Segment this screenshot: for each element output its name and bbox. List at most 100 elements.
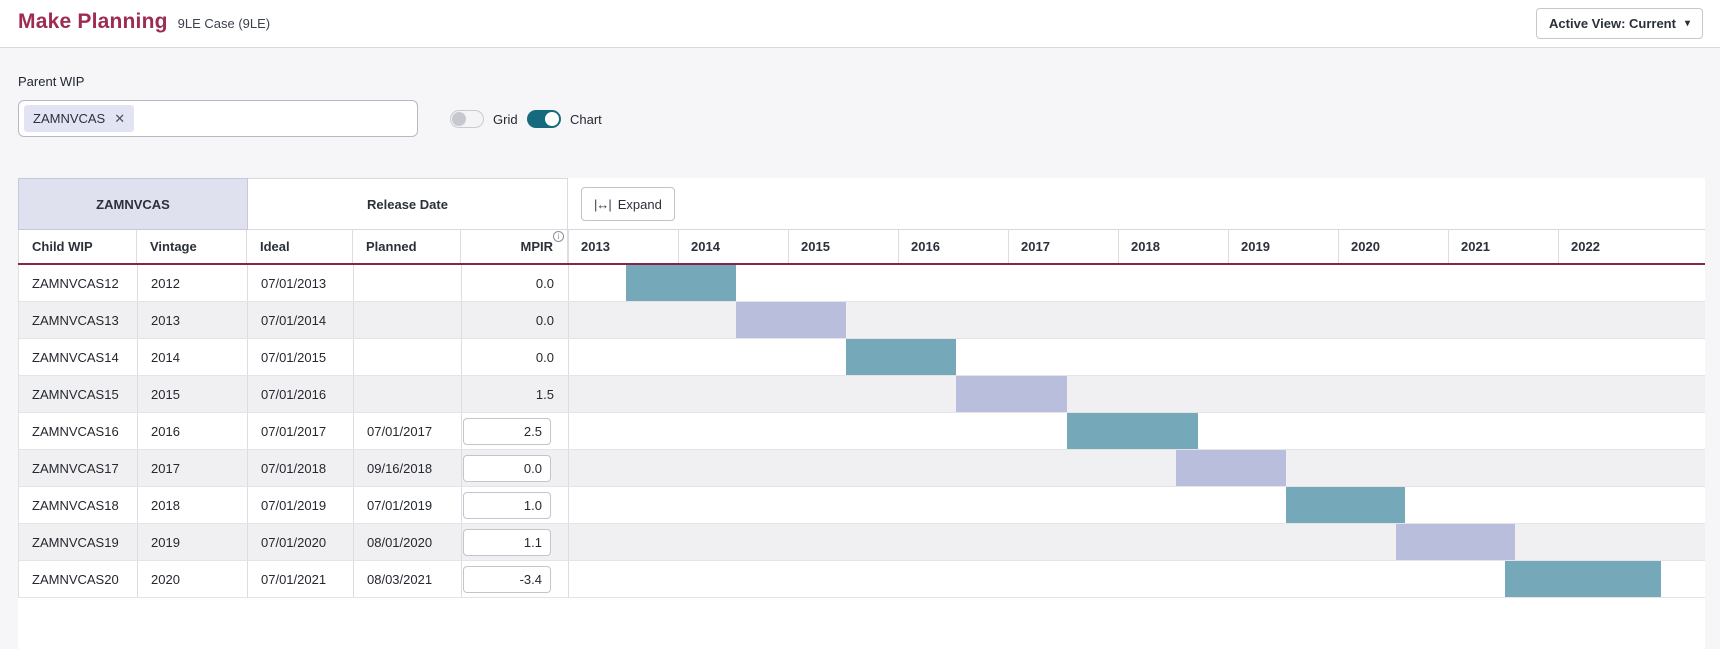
year-header: 2022	[1558, 230, 1668, 263]
vintage-cell: 2012	[138, 265, 248, 301]
mpir-input[interactable]	[463, 565, 551, 593]
gantt-bar[interactable]	[736, 302, 847, 338]
mpir-cell: 0.0	[462, 302, 569, 338]
parent-wip-label: Parent WIP	[18, 74, 85, 89]
grid-toggle-label: Grid	[493, 111, 518, 127]
group-header-row: ZAMNVCAS Release Date |↔| Expand	[18, 178, 1705, 230]
table-row: ZAMNVCAS18 2018 07/01/2019 07/01/2019	[19, 487, 1705, 524]
mpir-input[interactable]	[463, 528, 551, 556]
gantt-bar[interactable]	[846, 339, 957, 375]
year-header: 2019	[1228, 230, 1338, 263]
gantt-bar[interactable]	[956, 376, 1068, 412]
gantt-bar[interactable]	[1176, 450, 1287, 486]
gantt-bar[interactable]	[1067, 413, 1199, 449]
gantt-cell	[569, 487, 1705, 523]
gantt-bar[interactable]	[1286, 487, 1405, 523]
mpir-input[interactable]	[463, 454, 551, 482]
vintage-cell: 2018	[138, 487, 248, 523]
table-row: ZAMNVCAS17 2017 07/01/2018 09/16/2018	[19, 450, 1705, 487]
ideal-date-cell: 07/01/2015	[248, 339, 354, 375]
ideal-date-cell: 07/01/2014	[248, 302, 354, 338]
gantt-bar[interactable]	[1505, 561, 1662, 597]
ideal-date-cell: 07/01/2021	[248, 561, 354, 597]
mpir-input[interactable]	[463, 491, 551, 519]
toggle-knob	[545, 112, 559, 126]
mpir-input[interactable]	[463, 417, 551, 445]
group-header-release-date: Release Date	[248, 178, 568, 230]
col-header-planned: Planned	[353, 230, 461, 263]
vintage-cell: 2014	[138, 339, 248, 375]
mpir-cell	[462, 413, 569, 449]
child-wip-cell: ZAMNVCAS19	[19, 524, 138, 560]
mpir-value: 0.0	[535, 275, 554, 291]
chevron-down-icon: ▾	[1684, 18, 1690, 29]
planned-date-cell: 09/16/2018	[354, 450, 462, 486]
gantt-cell	[569, 339, 1705, 375]
table-row: ZAMNVCAS13 2013 07/01/2014 0.0	[19, 302, 1705, 339]
chart-toggle[interactable]	[527, 110, 561, 128]
year-header: 2020	[1338, 230, 1448, 263]
planned-date-cell	[354, 339, 462, 375]
col-header-mpir: MPIR i	[461, 230, 568, 263]
page-title: Make Planning	[18, 10, 168, 33]
expand-button-label: Expand	[617, 196, 662, 212]
table-rows: ZAMNVCAS12 2012 07/01/2013 0.0 ZAMNVCAS13 201…	[18, 265, 1705, 598]
gantt-bar[interactable]	[626, 265, 737, 301]
year-header: 2018	[1118, 230, 1228, 263]
mpir-cell: 0.0	[462, 339, 569, 375]
planned-date-cell	[354, 376, 462, 412]
mpir-value: 0.0	[535, 312, 554, 328]
expand-width-icon: |↔|	[594, 196, 612, 212]
vintage-cell: 2016	[138, 413, 248, 449]
page-subtitle: 9LE Case (9LE)	[177, 16, 271, 31]
expand-button[interactable]: |↔| Expand	[581, 187, 675, 221]
group-header-parent: ZAMNVCAS	[18, 178, 248, 230]
ideal-date-cell: 07/01/2013	[248, 265, 354, 301]
gantt-bar[interactable]	[1396, 524, 1515, 560]
mpir-cell	[462, 487, 569, 523]
child-wip-cell: ZAMNVCAS14	[19, 339, 138, 375]
vintage-cell: 2015	[138, 376, 248, 412]
gantt-cell	[569, 450, 1705, 486]
planned-date-cell: 08/03/2021	[354, 561, 462, 597]
col-header-ideal: Ideal	[247, 230, 353, 263]
planned-date-cell	[354, 302, 462, 338]
toggle-knob	[452, 112, 466, 126]
child-wip-cell: ZAMNVCAS18	[19, 487, 138, 523]
vintage-cell: 2013	[138, 302, 248, 338]
col-header-child-wip: Child WIP	[18, 230, 137, 263]
grid-toggle[interactable]	[450, 110, 484, 128]
vintage-cell: 2017	[138, 450, 248, 486]
ideal-date-cell: 07/01/2020	[248, 524, 354, 560]
child-wip-cell: ZAMNVCAS15	[19, 376, 138, 412]
year-header: 2021	[1448, 230, 1558, 263]
parent-wip-input[interactable]: ZAMNVCAS ✕	[18, 100, 418, 137]
gantt-cell	[569, 524, 1705, 560]
year-header: 2014	[678, 230, 788, 263]
year-header-row: 2013 2014 2015 2016 2017 2018 2019 2020 2021 2022	[568, 230, 1668, 263]
table-row: ZAMNVCAS19 2019 07/01/2020 08/01/2020	[19, 524, 1705, 561]
ideal-date-cell: 07/01/2016	[248, 376, 354, 412]
info-icon[interactable]: i	[553, 231, 564, 242]
year-header: 2015	[788, 230, 898, 263]
vintage-cell: 2019	[138, 524, 248, 560]
mpir-cell: 1.5	[462, 376, 569, 412]
gantt-cell	[569, 376, 1705, 412]
parent-wip-tag: ZAMNVCAS ✕	[24, 105, 135, 132]
col-header-vintage: Vintage	[137, 230, 247, 263]
planned-date-cell: 07/01/2017	[354, 413, 462, 449]
planned-date-cell	[354, 265, 462, 301]
planned-date-cell: 07/01/2019	[354, 487, 462, 523]
year-header: 2016	[898, 230, 1008, 263]
active-view-dropdown[interactable]: Active View: Current ▾	[1536, 8, 1703, 39]
remove-tag-icon[interactable]: ✕	[114, 111, 126, 126]
table-row: ZAMNVCAS16 2016 07/01/2017 07/01/2017	[19, 413, 1705, 450]
year-header: 2013	[568, 230, 678, 263]
mpir-cell	[462, 561, 569, 597]
parent-wip-tag-label: ZAMNVCAS	[33, 111, 106, 126]
mpir-cell	[462, 524, 569, 560]
child-wip-cell: ZAMNVCAS17	[19, 450, 138, 486]
mpir-cell: 0.0	[462, 265, 569, 301]
year-header: 2017	[1008, 230, 1118, 263]
gantt-cell	[569, 413, 1705, 449]
